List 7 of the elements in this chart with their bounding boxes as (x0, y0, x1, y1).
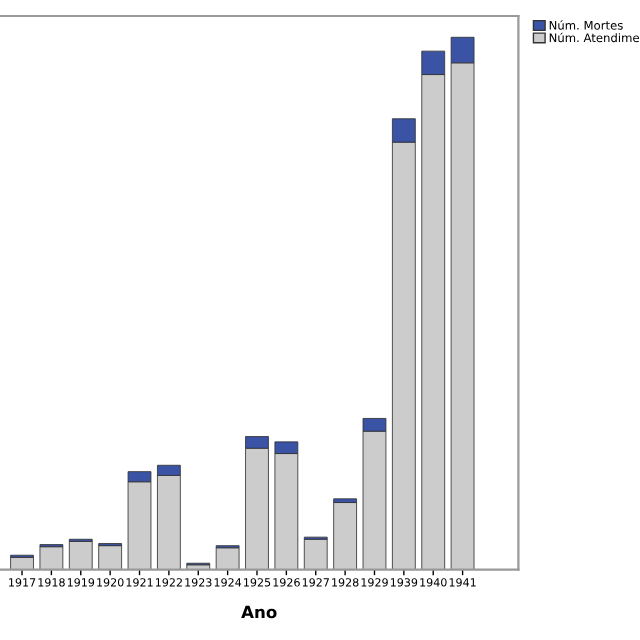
bar (333, 502, 357, 570)
bar (303, 538, 328, 570)
bar (98, 545, 123, 570)
x-axis-title: Ano (241, 605, 277, 619)
bar (68, 540, 93, 570)
bar (39, 546, 64, 570)
bar (215, 547, 240, 570)
